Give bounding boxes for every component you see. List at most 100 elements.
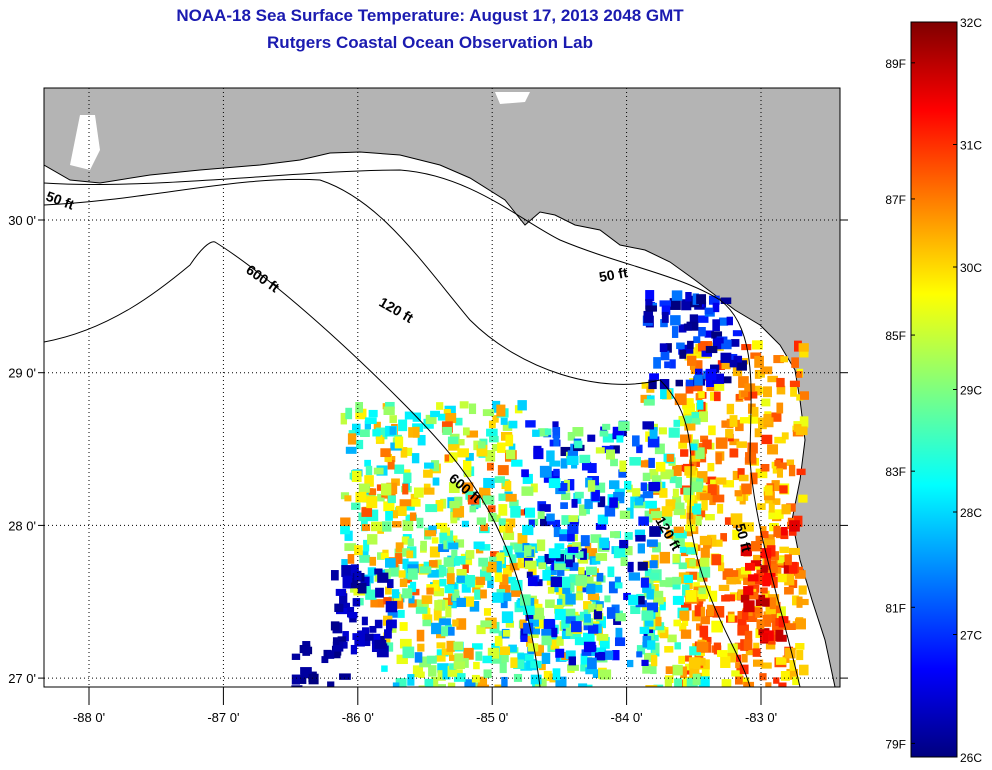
- sst-pixel: [595, 447, 605, 454]
- sst-pixel: [741, 653, 748, 663]
- sst-pixel: [517, 653, 529, 662]
- sst-pixel: [590, 534, 602, 543]
- sst-pixel: [351, 423, 361, 436]
- sst-pixel: [510, 506, 521, 518]
- sst-pixel: [776, 462, 787, 470]
- sst-pixel: [360, 639, 371, 647]
- sst-pixel: [492, 592, 504, 603]
- sst-pixel: [689, 314, 699, 323]
- sst-pixel: [641, 382, 653, 389]
- sst-pixel: [644, 500, 657, 509]
- sst-pixel: [731, 670, 743, 677]
- sst-pixel: [387, 495, 396, 504]
- sst-pixel: [650, 654, 658, 667]
- sst-pixel: [717, 650, 728, 657]
- sst-pixel: [798, 598, 809, 606]
- sst-pixel: [668, 427, 680, 438]
- sst-pixel: [710, 479, 719, 486]
- sst-pixel: [784, 554, 792, 566]
- sst-pixel: [733, 355, 743, 363]
- sst-pixel: [431, 460, 440, 472]
- sst-pixel: [384, 629, 392, 639]
- sst-pixel: [450, 511, 458, 524]
- sst-pixel: [427, 569, 439, 578]
- sst-pixel: [479, 487, 491, 498]
- sst-pixel: [696, 294, 707, 305]
- sst-pixel: [672, 488, 679, 498]
- sst-pixel: [775, 629, 784, 642]
- sst-pixel: [682, 398, 694, 408]
- sst-pixel: [691, 418, 701, 425]
- sst-pixel: [760, 531, 769, 539]
- sst-pixel: [713, 391, 721, 402]
- sst-pixel: [541, 628, 553, 636]
- sst-pixel: [619, 539, 629, 549]
- sst-pixel: [643, 399, 655, 406]
- sst-pixel: [420, 540, 427, 551]
- sst-pixel: [721, 679, 732, 687]
- sst-pixel: [611, 604, 620, 617]
- sst-pixel: [649, 560, 658, 569]
- sst-pixel: [745, 452, 757, 464]
- sst-pixel: [499, 521, 509, 533]
- sst-pixel: [402, 646, 415, 659]
- sst-pixel: [365, 417, 377, 424]
- colorbar-celsius-label: 26C: [960, 751, 982, 765]
- sst-pixel: [659, 551, 671, 564]
- sst-pixel: [392, 682, 400, 687]
- sst-pixel: [541, 652, 551, 664]
- sst-pixel: [651, 584, 659, 596]
- sst-pixel: [596, 616, 606, 629]
- sst-pixel: [701, 669, 710, 679]
- contour-600ft: [44, 241, 541, 687]
- sst-pixel: [328, 650, 335, 659]
- sst-pixel: [503, 531, 515, 540]
- sst-pixel: [453, 641, 464, 651]
- sst-pixel: [548, 548, 561, 559]
- sst-pixel: [591, 557, 601, 565]
- sst-pixel: [688, 657, 701, 669]
- sst-pixel: [760, 526, 767, 535]
- sst-pixel: [738, 474, 749, 482]
- colorbar-fahrenheit-label: 83F: [885, 465, 906, 479]
- sst-pixel: [385, 558, 396, 568]
- sst-pixel: [752, 659, 764, 667]
- lon-tick-label: -84 0': [611, 710, 643, 725]
- sst-pixel: [453, 661, 466, 670]
- sst-pixel: [349, 614, 357, 623]
- sst-pixel: [460, 553, 473, 566]
- sst-pixel: [771, 412, 782, 422]
- sst-pixel: [560, 446, 571, 457]
- sst-pixel: [702, 636, 712, 645]
- sst-pixel: [673, 419, 681, 427]
- sst-pixel: [722, 480, 735, 488]
- sst-pixel: [660, 319, 668, 328]
- sst-pixel: [645, 290, 655, 302]
- sst-pixel: [699, 557, 710, 569]
- sst-pixel: [373, 421, 381, 433]
- sst-pixel: [774, 460, 781, 467]
- sst-pixel: [476, 444, 488, 457]
- sst-pixel: [383, 597, 392, 605]
- sst-pixel: [757, 371, 765, 378]
- sst-pixel: [646, 539, 658, 547]
- sst-pixel: [684, 494, 693, 503]
- sst-pixel: [342, 576, 351, 589]
- sst-pixel: [669, 359, 676, 369]
- colorbar-fahrenheit-label: 89F: [885, 57, 906, 71]
- sst-pixel: [340, 517, 351, 527]
- sst-pixel: [789, 660, 796, 671]
- sst-pixel: [407, 568, 418, 580]
- sst-pixel: [533, 448, 544, 460]
- sst-pixel: [444, 585, 455, 594]
- sst-pixel: [684, 529, 692, 537]
- sst-pixel: [711, 539, 723, 547]
- sst-pixel: [554, 563, 566, 571]
- sst-pixel: [720, 656, 731, 668]
- sst-pixel: [653, 597, 664, 605]
- sst-pixel: [608, 581, 618, 594]
- sst-pixel: [457, 448, 469, 458]
- sst-pixel: [680, 449, 689, 457]
- sst-pixel: [452, 590, 460, 602]
